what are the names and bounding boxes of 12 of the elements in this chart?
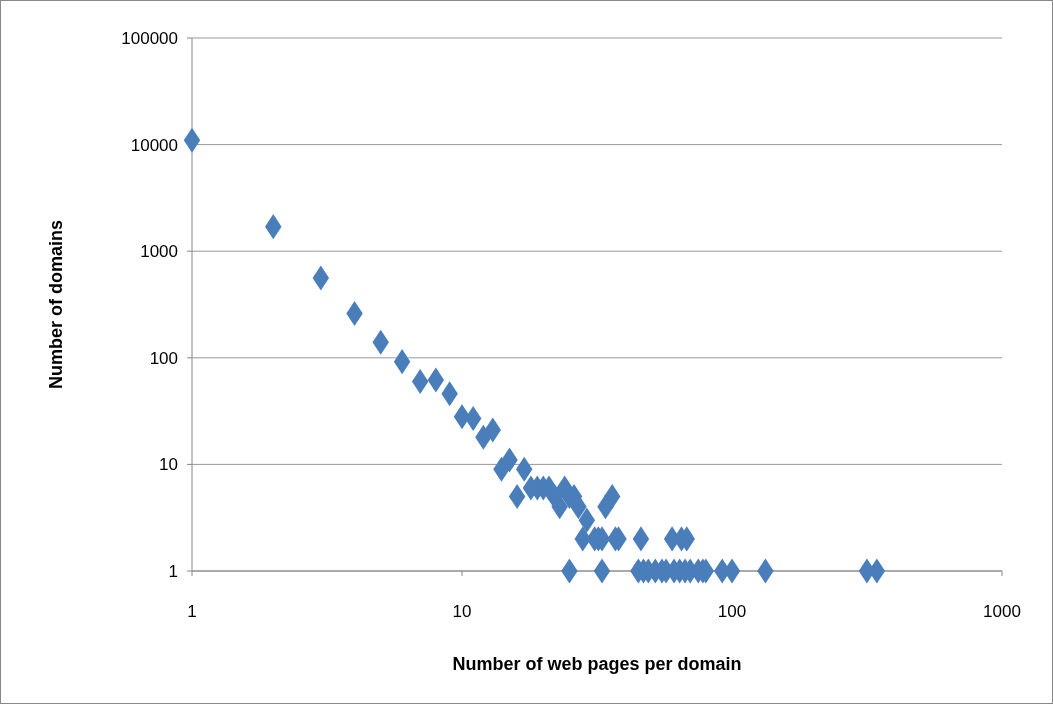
y-tick-label: 100 [149, 348, 178, 368]
x-tick-label: 1000 [983, 602, 1021, 621]
x-axis-title: Number of web pages per domain [452, 654, 742, 674]
y-tick-label: 100000 [121, 28, 178, 48]
y-tick-label: 1 [168, 561, 178, 581]
y-axis-title: Number of domains [46, 219, 66, 390]
y-tick-label: 10 [159, 455, 178, 475]
x-tick-label: 10 [452, 602, 472, 621]
y-tick-label: 1000 [140, 242, 178, 262]
x-tick-label: 1 [187, 602, 197, 621]
x-tick-label: 100 [717, 602, 747, 621]
y-tick-label: 10000 [130, 135, 178, 155]
